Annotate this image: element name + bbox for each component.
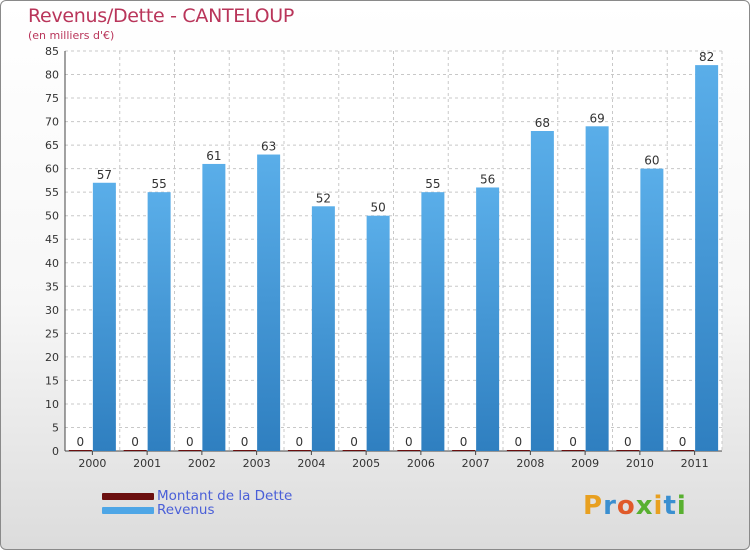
debt-value-label: 0 [77,435,85,449]
y-tick-label: 15 [45,374,59,387]
revenue-bar [311,206,335,451]
debt-bar [178,450,202,451]
debt-bar [68,450,92,451]
debt-value-label: 0 [460,435,468,449]
revenue-value-label: 57 [97,168,112,182]
x-tick-label: 2007 [462,457,490,470]
x-tick-label: 2008 [516,457,544,470]
revenue-value-label: 50 [370,201,385,215]
x-tick-label: 2004 [297,457,325,470]
x-tick-label: 2003 [243,457,271,470]
y-tick-label: 75 [45,92,59,105]
debt-bar [671,450,695,451]
y-tick-label: 45 [45,233,59,246]
debt-value-label: 0 [131,435,139,449]
x-tick-label: 2011 [681,457,709,470]
debt-bar [287,450,311,451]
debt-value-label: 0 [569,435,577,449]
logo-letter: x [635,491,654,521]
revenue-bar [257,154,281,451]
y-tick-label: 30 [45,304,59,317]
debt-bar [233,450,257,451]
y-tick-label: 20 [45,351,59,364]
revenue-value-label: 63 [261,140,276,154]
x-tick-label: 2000 [78,457,106,470]
debt-value-label: 0 [241,435,249,449]
x-tick-label: 2010 [626,457,654,470]
debt-value-label: 0 [350,435,358,449]
logo-letter: t [663,491,677,521]
x-tick-label: 2005 [352,457,380,470]
debt-bar [616,450,640,451]
logo-letter: i [676,491,687,521]
debt-value-label: 0 [296,435,304,449]
revenue-bar [366,215,390,451]
revenue-value-label: 61 [206,149,221,163]
logo-letter: i [653,491,664,521]
logo-letter: o [616,491,636,521]
y-tick-label: 10 [45,398,59,411]
revenue-value-label: 60 [644,154,659,168]
y-tick-label: 35 [45,280,59,293]
debt-bar [123,450,147,451]
revenue-value-label: 55 [151,177,166,191]
revenue-value-label: 68 [535,116,550,130]
y-tick-label: 55 [45,186,59,199]
revenue-value-label: 55 [425,177,440,191]
revenue-value-label: 56 [480,172,495,186]
debt-value-label: 0 [679,435,687,449]
legend-label-revenus: Revenus [157,502,215,518]
debt-value-label: 0 [405,435,413,449]
x-tick-label: 2001 [133,457,161,470]
revenue-bar [695,65,719,451]
debt-bar [397,450,421,451]
revenue-value-label: 82 [699,50,714,64]
y-tick-label: 80 [45,69,59,82]
x-tick-label: 2002 [188,457,216,470]
y-tick-label: 85 [45,45,59,58]
y-tick-label: 65 [45,139,59,152]
chart-title: Revenus/Dette - CANTELOUP [28,5,295,27]
debt-value-label: 0 [186,435,194,449]
chart-subtitle: (en milliers d'€) [28,29,115,42]
y-tick-label: 5 [52,421,59,434]
logo-letter: r [603,491,617,521]
revenue-value-label: 69 [589,111,604,125]
x-tick-label: 2006 [407,457,435,470]
debt-bar [561,450,585,451]
legend-swatch-dette [102,493,154,500]
revenue-value-label: 52 [316,191,331,205]
y-tick-label: 40 [45,257,59,270]
proxiti-logo: Proxiti [583,491,687,521]
y-tick-label: 25 [45,327,59,340]
debt-bar [506,450,530,451]
debt-value-label: 0 [624,435,632,449]
debt-bar [342,450,366,451]
y-tick-label: 60 [45,163,59,176]
revenue-bar [585,126,609,451]
revenue-bar [421,192,445,452]
revenue-bar [530,131,554,451]
revenue-bar [202,163,226,452]
revenue-bar [476,187,500,451]
y-tick-label: 50 [45,210,59,223]
y-tick-label: 70 [45,116,59,129]
legend-label-dette: Montant de la Dette [157,488,293,504]
x-tick-label: 2009 [571,457,599,470]
debt-value-label: 0 [515,435,523,449]
revenue-bar [640,168,664,451]
y-tick-label: 0 [52,445,59,458]
revenue-bar [147,192,171,452]
debt-bar [452,450,476,451]
legend-swatch-revenus [102,507,154,514]
logo-letter: P [583,491,604,521]
revenue-bar [92,182,116,451]
